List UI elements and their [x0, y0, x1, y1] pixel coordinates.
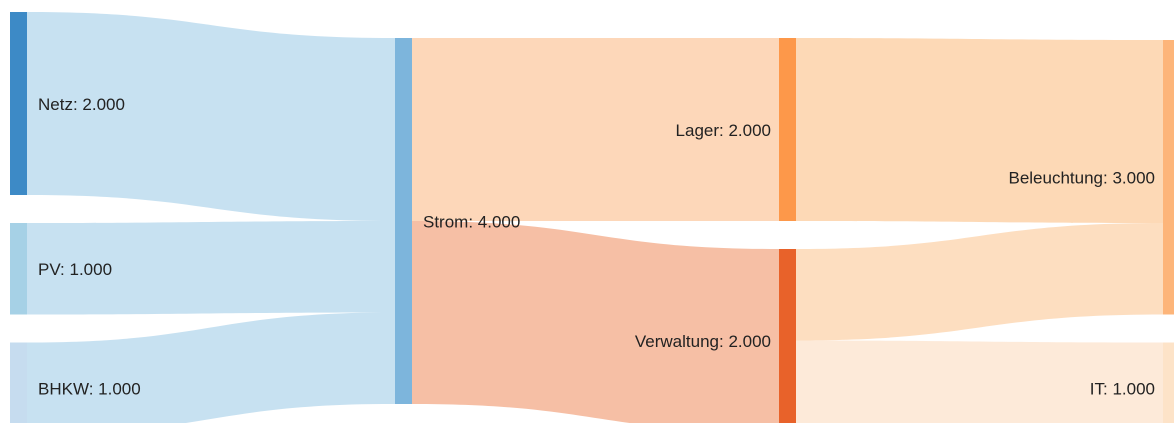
link: [412, 221, 779, 423]
node: [1163, 342, 1174, 423]
link: [796, 340, 1163, 423]
node-label: Strom: 4.000: [423, 212, 520, 231]
node-label: Beleuchtung: 3.000: [1008, 169, 1155, 188]
links: [27, 12, 1163, 423]
link: [796, 38, 1163, 223]
link: [27, 312, 395, 423]
node: [1163, 40, 1174, 315]
nodes: [10, 12, 1174, 423]
node: [779, 249, 796, 423]
node-label: Verwaltung: 2.000: [635, 332, 771, 351]
link: [27, 12, 395, 221]
node-label: Lager: 2.000: [676, 121, 771, 140]
node: [10, 12, 27, 195]
node-label: IT: 1.000: [1090, 380, 1155, 399]
node: [395, 38, 412, 404]
node: [10, 342, 27, 423]
node-label: Netz: 2.000: [38, 95, 125, 114]
link: [412, 38, 779, 221]
link: [27, 221, 395, 315]
node: [10, 223, 27, 315]
link: [796, 223, 1163, 341]
node-label: BHKW: 1.000: [38, 380, 141, 399]
node-label: PV: 1.000: [38, 260, 112, 279]
node: [779, 38, 796, 221]
